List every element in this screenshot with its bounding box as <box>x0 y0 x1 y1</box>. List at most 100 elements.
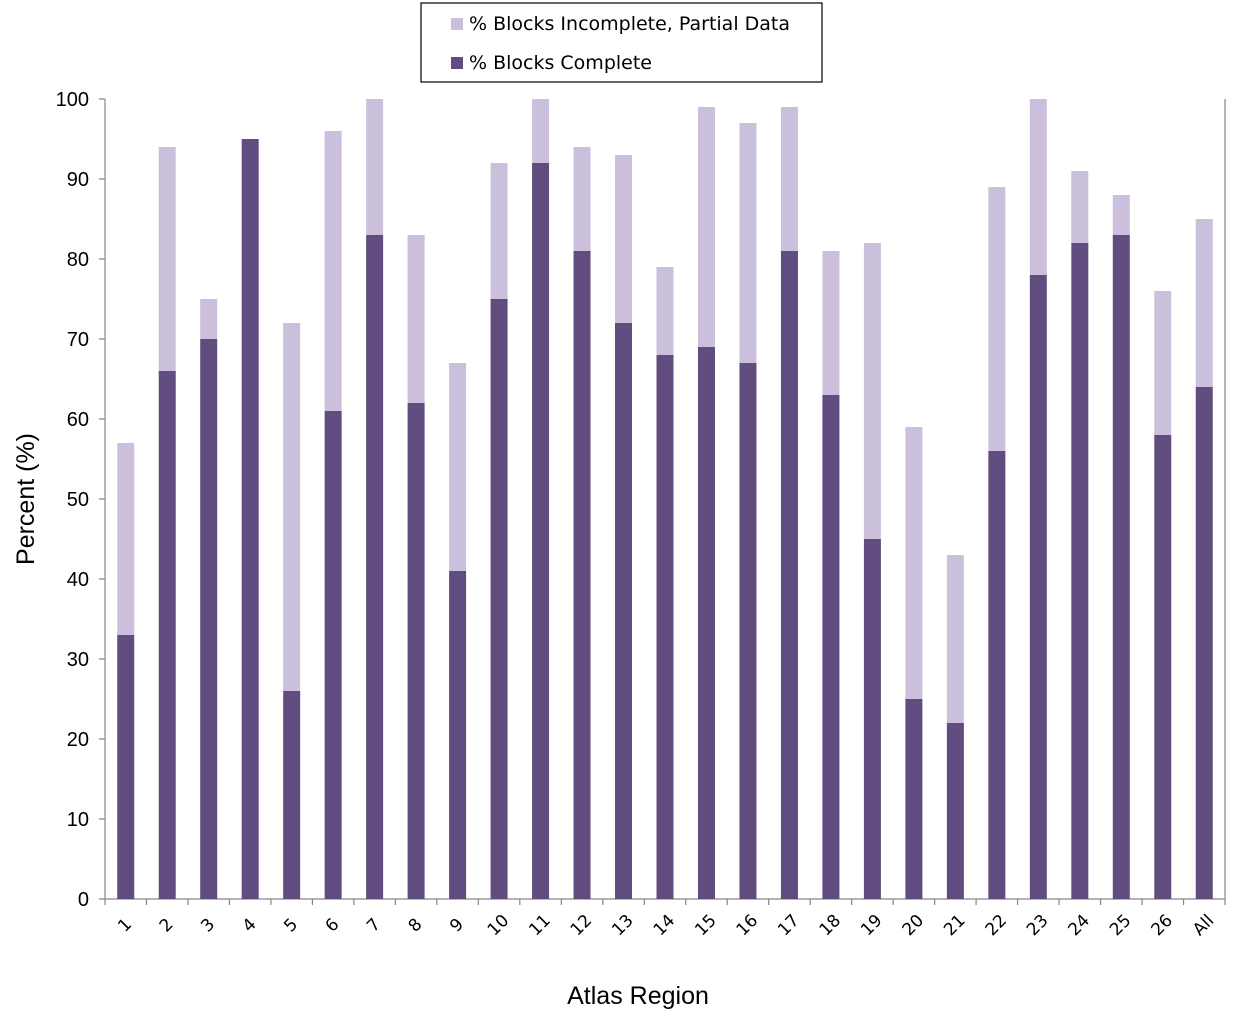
bar-complete-14 <box>656 355 674 899</box>
bar-incomplete-All <box>1195 219 1213 387</box>
bar-complete-9 <box>449 571 467 899</box>
x-axis-title: Atlas Region <box>567 982 709 1010</box>
y-axis-title: Percent (%) <box>12 433 40 565</box>
bar-incomplete-13 <box>615 155 633 323</box>
x-tick-label: 15 <box>691 911 720 940</box>
legend-swatch-complete <box>451 57 463 69</box>
bar-incomplete-26 <box>1154 291 1172 435</box>
bar-complete-26 <box>1154 435 1172 899</box>
x-tick-label: 13 <box>608 911 637 940</box>
bar-complete-11 <box>532 163 550 899</box>
bar-complete-All <box>1195 387 1213 899</box>
bar-complete-18 <box>822 395 840 899</box>
y-tick-label: 50 <box>67 489 89 511</box>
legend: % Blocks Incomplete, Partial Data % Block… <box>420 2 823 83</box>
y-tick-label: 0 <box>78 889 89 911</box>
x-tick-label: 4 <box>239 915 261 937</box>
x-tick-label: 11 <box>525 911 554 940</box>
bar-complete-19 <box>863 539 881 899</box>
bar-incomplete-11 <box>532 99 550 163</box>
x-tick-label: 5 <box>280 915 302 937</box>
y-tick-label: 10 <box>67 809 89 831</box>
x-tick-label: 2 <box>156 915 178 937</box>
x-tick-label: 1 <box>114 915 136 937</box>
bar-incomplete-22 <box>988 187 1006 451</box>
bar-incomplete-1 <box>117 443 135 635</box>
y-tick-label: 30 <box>67 649 89 671</box>
bar-complete-21 <box>946 723 964 899</box>
bar-incomplete-23 <box>1029 99 1047 275</box>
y-tick-label: 40 <box>67 569 89 591</box>
bar-incomplete-3 <box>200 299 218 339</box>
bar-complete-24 <box>1071 243 1089 899</box>
bar-incomplete-15 <box>697 107 715 347</box>
x-tick-label: 21 <box>940 911 969 940</box>
bar-incomplete-2 <box>158 147 176 371</box>
legend-label-complete: % Blocks Complete <box>469 52 652 74</box>
x-tick-label: 16 <box>733 911 762 940</box>
x-tick-label: All <box>1189 911 1218 940</box>
bar-incomplete-20 <box>905 427 923 699</box>
legend-label-incomplete: % Blocks Incomplete, Partial Data <box>469 13 790 35</box>
x-tick-label: 18 <box>816 911 845 940</box>
bar-complete-10 <box>490 299 508 899</box>
bar-complete-16 <box>739 363 757 899</box>
bar-complete-20 <box>905 699 923 899</box>
x-tick-label: 26 <box>1148 911 1177 940</box>
bar-incomplete-5 <box>283 323 301 691</box>
bar-incomplete-25 <box>1112 195 1130 235</box>
x-tick-label: 25 <box>1106 911 1135 940</box>
bar-incomplete-17 <box>780 107 798 251</box>
x-tick-label: 17 <box>774 911 803 940</box>
x-tick-label: 10 <box>484 911 513 940</box>
bar-incomplete-10 <box>490 163 508 299</box>
x-tick-label: 12 <box>567 911 596 940</box>
bar-complete-7 <box>366 235 384 899</box>
bar-complete-8 <box>407 403 425 899</box>
bar-incomplete-8 <box>407 235 425 403</box>
x-tick-labels: 1 2 3 4 5 6 7 8 9 10 11 12 13 14 15 16 17 18 19 20 21 22 23 24 2… <box>114 911 1218 940</box>
x-tick-label: 9 <box>446 915 468 937</box>
bar-incomplete-24 <box>1071 171 1089 243</box>
y-tick-label: 70 <box>67 329 89 351</box>
bar-incomplete-16 <box>739 123 757 363</box>
bar-complete-15 <box>697 347 715 899</box>
x-tick-label: 22 <box>982 911 1011 940</box>
x-tick-label: 7 <box>363 915 385 937</box>
x-tick-label: 24 <box>1065 911 1094 940</box>
y-tick-label: 20 <box>67 729 89 751</box>
bar-incomplete-12 <box>573 147 591 251</box>
y-tick-label: 80 <box>67 249 89 271</box>
x-tick-label: 6 <box>322 915 344 937</box>
y-tick-label: 60 <box>67 409 89 431</box>
bar-incomplete-21 <box>946 555 964 723</box>
y-tick-label: 90 <box>67 169 89 191</box>
bar-incomplete-6 <box>324 131 342 411</box>
x-tick-label: 19 <box>857 911 886 940</box>
legend-swatch-incomplete <box>451 18 463 30</box>
x-tick-label: 3 <box>197 915 219 937</box>
x-tick-label: 23 <box>1023 911 1052 940</box>
bar-incomplete-18 <box>822 251 840 395</box>
bar-incomplete-7 <box>366 99 384 235</box>
y-tick-labels: 0 10 20 30 40 50 60 70 80 90 100 <box>56 89 89 911</box>
bar-complete-17 <box>780 251 798 899</box>
bar-complete-13 <box>615 323 633 899</box>
bar-complete-22 <box>988 451 1006 899</box>
bar-complete-6 <box>324 411 342 899</box>
bar-incomplete-19 <box>863 243 881 539</box>
x-tick-label: 8 <box>405 915 427 937</box>
bar-complete-25 <box>1112 235 1130 899</box>
x-tick-label: 20 <box>899 911 928 940</box>
y-tick-label: 100 <box>56 89 89 111</box>
bar-complete-23 <box>1029 275 1047 899</box>
x-tick-label: 14 <box>650 911 679 940</box>
bar-incomplete-9 <box>449 363 467 571</box>
bar-complete-12 <box>573 251 591 899</box>
bar-complete-1 <box>117 635 135 899</box>
bar-complete-5 <box>283 691 301 899</box>
legend-box <box>420 2 823 83</box>
bar-complete-4 <box>241 139 259 899</box>
